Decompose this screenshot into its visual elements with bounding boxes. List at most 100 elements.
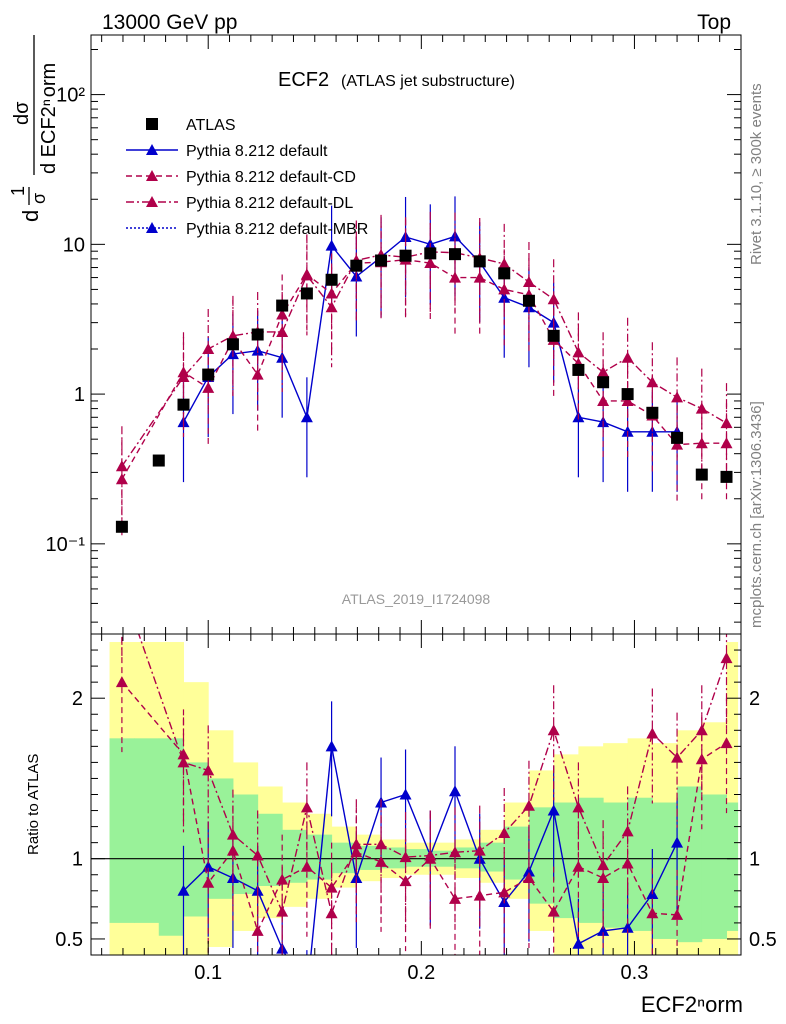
ratio-point [621, 825, 634, 837]
ratio-point [115, 676, 128, 688]
atlas-point [547, 329, 560, 342]
y-tick-label: 1 [74, 384, 85, 406]
xlabel: ECF2ⁿorm [641, 992, 743, 1017]
y-tick-label: 10 [63, 234, 85, 256]
ylabel-prefix-d: d [18, 210, 43, 222]
legend-label: ATLAS [186, 117, 236, 134]
legend-item: Pythia 8.212 default [126, 143, 328, 160]
data-point [522, 276, 535, 288]
ratio-point [226, 828, 239, 840]
ratio-panel: 0.5 0.5 1 1 2 2 0.1 0.2 0.3 [55, 633, 777, 984]
ratio-point [399, 788, 412, 800]
series-line [121, 251, 727, 467]
analysis-id: ATLAS_2019_I1724098 [342, 591, 491, 607]
ratio-point [473, 889, 486, 901]
ratio-point [350, 838, 363, 850]
data-point [276, 325, 289, 337]
ratio-point [671, 908, 684, 920]
ratio-y-label-right: 1 [749, 849, 760, 871]
atlas-point [202, 368, 215, 381]
data-point [300, 269, 313, 281]
ratio-series-2 [121, 634, 733, 955]
legend-label: Pythia 8.212 default-CD [186, 169, 356, 186]
ratio-point [177, 756, 190, 768]
ratio-point [449, 846, 461, 858]
atlas-point [325, 273, 338, 286]
atlas-point [177, 398, 190, 411]
legend-marker-triangle [146, 196, 158, 207]
x-tick-label: 0.1 [194, 962, 222, 984]
ratio-point [621, 921, 634, 933]
legend-marker-square [146, 118, 158, 130]
data-point [597, 366, 610, 378]
ratio-point [671, 751, 684, 763]
ratio-point [671, 836, 684, 848]
data-point [202, 343, 215, 355]
ratio-y-label-left: 0.5 [55, 929, 83, 951]
legend-item: Pythia 8.212 default-MBR [126, 221, 368, 238]
data-point [177, 371, 190, 383]
band-outer [726, 642, 739, 955]
ratio-point [276, 905, 289, 917]
data-point [498, 291, 511, 303]
atlas-point [350, 259, 363, 272]
atlas-point [226, 338, 239, 351]
ratio-point [646, 907, 659, 919]
band-inner [381, 847, 407, 869]
data-point [498, 257, 511, 269]
ratio-point [720, 737, 733, 749]
ratio-point [572, 801, 585, 813]
main-ylabel: d 1 σ dσ d ECF2ⁿ orm [8, 35, 60, 222]
uncertainty-bands [109, 642, 739, 955]
plot-title: ECF2 (ATLAS jet substructure) [278, 69, 515, 91]
data-point [572, 346, 585, 358]
mcplots-credit: mcplots.cern.ch [arXiv:1306.3436] [748, 401, 765, 628]
ratio-y-label-left: 1 [72, 849, 83, 871]
ratio-point [522, 871, 535, 883]
ratio-point [202, 764, 215, 776]
legend-marker-triangle [146, 170, 158, 181]
ratio-point [597, 871, 610, 883]
atlas-point [695, 468, 708, 481]
ylabel-frac1-num: 1 [8, 186, 28, 196]
header-energy: 13000 GeV pp [102, 11, 237, 34]
atlas-point [522, 294, 535, 307]
band-inner [232, 794, 259, 895]
series-atlas [115, 247, 733, 533]
ratio-point [325, 907, 338, 919]
ratio-point [547, 724, 560, 736]
ratio-point [424, 849, 437, 861]
x-tick-label: 0.2 [407, 962, 435, 984]
title-main: ECF2 [278, 69, 329, 91]
ylabel-frac1-den: σ [29, 193, 49, 204]
data-point [226, 329, 239, 341]
band-inner [183, 762, 209, 917]
band-inner [528, 807, 555, 904]
ratio-point [177, 884, 190, 896]
band-inner [134, 738, 160, 923]
atlas-point [646, 406, 659, 419]
legend-label: Pythia 8.212 default-MBR [186, 221, 368, 238]
ratio-point [325, 740, 338, 752]
ratio-point [695, 753, 708, 765]
band-inner [627, 797, 653, 931]
atlas-point [597, 376, 610, 389]
ratio-y-label-left: 2 [72, 688, 83, 710]
legend-marker-triangle [146, 144, 158, 155]
atlas-point [152, 454, 165, 467]
data-point [547, 293, 560, 305]
main-panel: 10⁻¹ 1 10 10² [46, 34, 742, 635]
legend-marker-triangle [146, 222, 158, 233]
data-point [325, 301, 338, 313]
band-inner [479, 842, 505, 872]
ratio-point [202, 876, 215, 888]
atlas-point [251, 328, 264, 341]
atlas-point [449, 248, 461, 261]
data-point [671, 391, 684, 403]
ratio-line [121, 681, 727, 933]
ratio-point [522, 865, 535, 877]
band-inner [109, 738, 135, 923]
atlas-point [300, 287, 313, 300]
atlas-point [399, 249, 412, 262]
